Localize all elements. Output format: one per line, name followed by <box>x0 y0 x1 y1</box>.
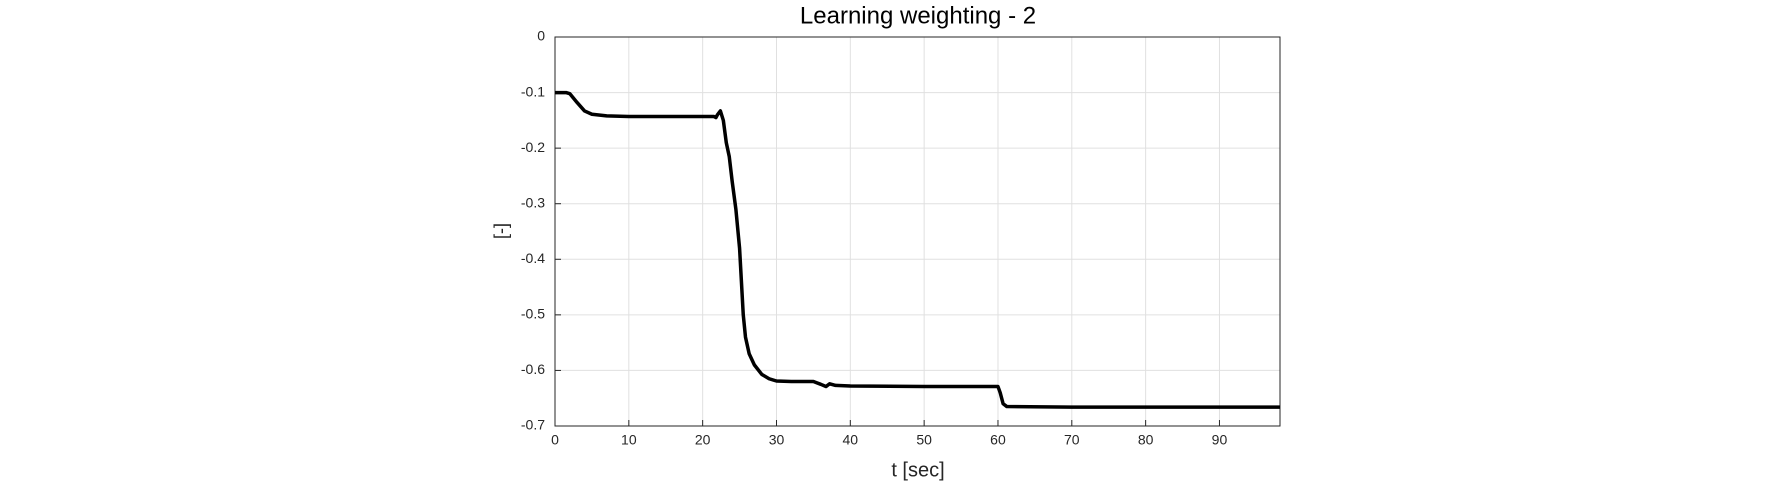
x-tick-label: 30 <box>769 432 785 448</box>
y-tick-label: -0.1 <box>521 83 545 99</box>
y-tick-label: -0.2 <box>521 139 545 155</box>
chart-title: Learning weighting - 2 <box>800 2 1036 29</box>
y-tick-label: 0 <box>537 28 545 44</box>
x-tick-label: 90 <box>1212 432 1228 448</box>
x-tick-label: 60 <box>990 432 1006 448</box>
y-tick-label: -0.6 <box>521 361 545 377</box>
x-tick-label: 40 <box>843 432 859 448</box>
x-axis-label: t [sec] <box>891 459 944 481</box>
x-tick-label: 80 <box>1138 432 1154 448</box>
y-tick-label: -0.5 <box>521 306 545 322</box>
y-axis-label: [-] <box>491 223 511 239</box>
x-tick-label: 10 <box>621 432 637 448</box>
y-tick-label: -0.3 <box>521 194 545 210</box>
plot-frame <box>554 36 1281 427</box>
x-tick-label: 20 <box>695 432 711 448</box>
data-line <box>555 90 1280 409</box>
x-tick-label: 50 <box>916 432 932 448</box>
y-tick-label: -0.7 <box>521 417 545 433</box>
y-tick-label: -0.4 <box>521 250 545 266</box>
x-tick-label: 70 <box>1064 432 1080 448</box>
x-tick-label: 0 <box>551 432 559 448</box>
